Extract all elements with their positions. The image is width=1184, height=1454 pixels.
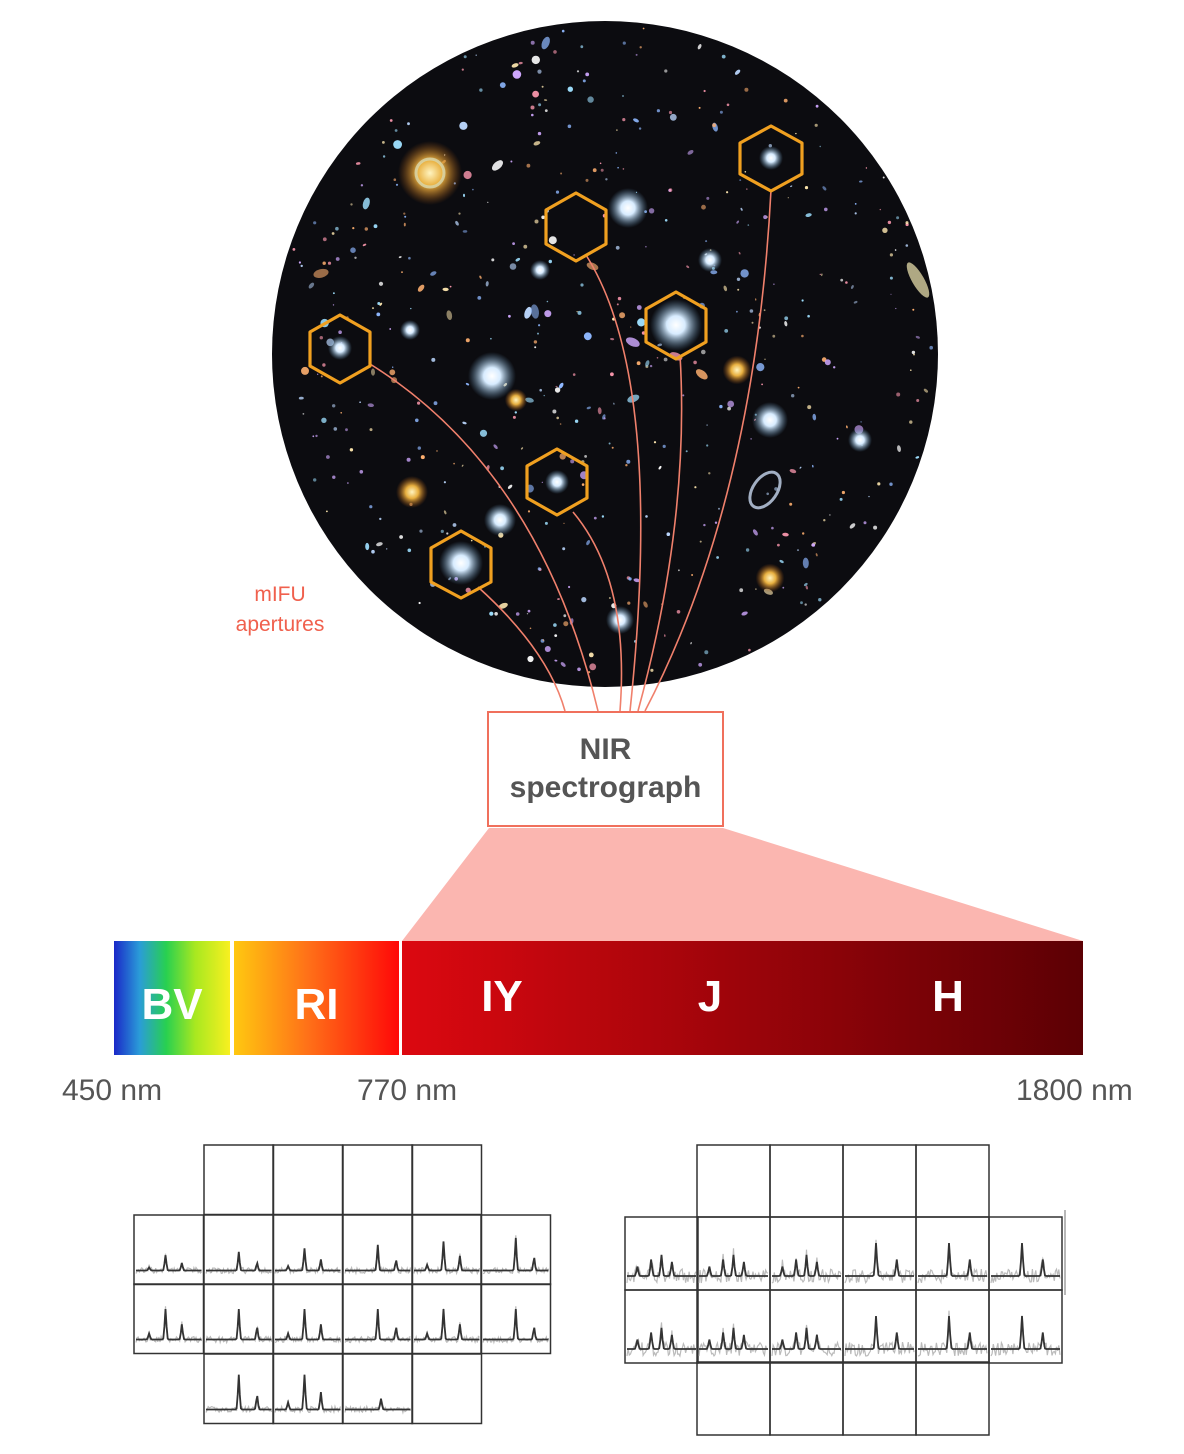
- hexagon-aperture-icon: [738, 124, 804, 193]
- band-bv: [114, 941, 230, 1055]
- wavelength-450: 450 nm: [62, 1074, 163, 1107]
- hexagon-aperture-icon: [644, 290, 708, 361]
- hexagon-aperture-icon: [429, 529, 493, 600]
- wavelength-770: 770 nm: [357, 1074, 458, 1107]
- wavelength-1800: 1800 nm: [1016, 1074, 1133, 1107]
- band-ri: [234, 941, 399, 1055]
- projection-cone: [402, 828, 1083, 941]
- nir-spectrograph-box: NIR spectrograph: [487, 711, 724, 827]
- band-label-j: J: [697, 972, 723, 1021]
- hexagon-aperture-icon: [544, 191, 608, 263]
- fiber-line-icon: [585, 254, 642, 712]
- fiber-line-icon: [477, 586, 566, 712]
- fiber-line-icon: [369, 363, 599, 712]
- band-label-iy: IY: [481, 972, 523, 1021]
- hexagon-apertures: [308, 124, 804, 600]
- wavelength-bar: [114, 941, 1083, 1055]
- mifu-label-line1: mIFU: [254, 583, 306, 606]
- spectrum-grids: [133, 1144, 1066, 1436]
- band-label-bv: BV: [141, 980, 203, 1029]
- fiber-lines: [369, 189, 772, 712]
- fiber-line-icon: [644, 189, 772, 712]
- hexagon-aperture-icon: [525, 447, 589, 517]
- fiber-line-icon: [637, 354, 683, 712]
- nir-label-line2: spectrograph: [509, 771, 702, 804]
- mifu-label-line2: apertures: [235, 613, 325, 636]
- band-nir: [402, 941, 1083, 1055]
- nir-label-line1: NIR: [579, 733, 632, 766]
- band-label-ri: RI: [294, 980, 339, 1029]
- hexagon-aperture-icon: [308, 313, 372, 385]
- mifu-apertures-label: mIFU apertures: [200, 580, 360, 640]
- galaxy-field-icon: [272, 21, 938, 687]
- band-label-h: H: [932, 972, 964, 1021]
- fiber-line-icon: [572, 511, 623, 712]
